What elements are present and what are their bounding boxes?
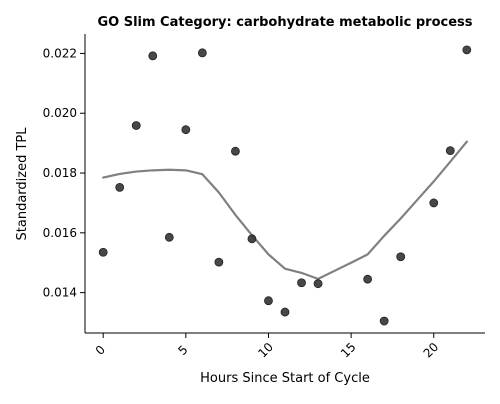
data-point-14 xyxy=(363,274,373,284)
data-point-7 xyxy=(214,257,224,267)
data-point-6 xyxy=(197,48,207,58)
data-point-2 xyxy=(131,121,141,130)
y-tick-label-2: 0.018 xyxy=(43,166,77,180)
data-point-8 xyxy=(231,146,240,156)
data-point-0 xyxy=(98,247,108,257)
x-tick-label-1: 5 xyxy=(175,343,190,358)
y-tick-label-0: 0.014 xyxy=(43,286,77,300)
x-axis-label: Hours Since Start of Cycle xyxy=(200,371,370,386)
data-point-17 xyxy=(429,198,439,208)
y-axis-label: Standardized TPL xyxy=(15,127,30,241)
data-point-19 xyxy=(462,45,472,55)
data-point-9 xyxy=(247,234,257,244)
data-point-4 xyxy=(164,232,174,242)
data-point-13 xyxy=(313,279,323,289)
y-tick-label-3: 0.020 xyxy=(43,106,77,120)
x-tick-label-0: 0 xyxy=(93,343,108,358)
x-tick-label-4: 20 xyxy=(421,340,442,361)
data-point-3 xyxy=(148,51,158,61)
data-point-15 xyxy=(379,316,389,326)
data-point-1 xyxy=(115,182,125,192)
y-tick-label-4: 0.022 xyxy=(43,46,77,60)
data-point-16 xyxy=(396,252,406,262)
data-point-10 xyxy=(264,296,273,306)
y-tick-label-1: 0.016 xyxy=(43,226,77,240)
data-point-5 xyxy=(181,125,191,135)
x-tick-label-3: 15 xyxy=(338,340,359,361)
x-axis-ticks: 0 5 10 15 20 xyxy=(93,333,442,361)
trend-line xyxy=(102,140,468,280)
x-tick-label-2: 10 xyxy=(255,340,276,361)
data-points xyxy=(98,45,472,326)
data-point-18 xyxy=(445,146,455,156)
y-axis-ticks: 0.014 0.016 0.018 0.020 0.022 xyxy=(43,46,85,300)
data-point-11 xyxy=(280,307,290,317)
data-point-12 xyxy=(297,278,306,288)
chart-title: GO Slim Category: carbohydrate metabolic… xyxy=(97,15,472,30)
